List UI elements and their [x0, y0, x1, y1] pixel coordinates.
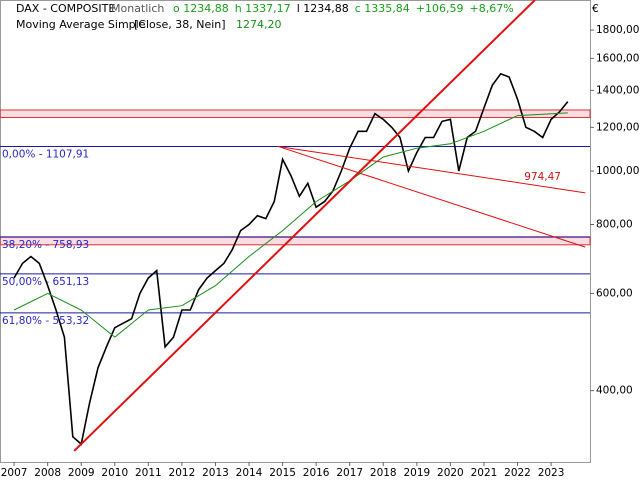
x-tick-label: 2019 [403, 467, 430, 479]
x-tick-label: 2017 [336, 467, 363, 479]
ohlc-value: l 1234,88 [297, 2, 349, 15]
x-tick-label: 2007 [1, 467, 28, 479]
zone-band [0, 109, 591, 119]
y-tick-label: 1600,00 [596, 52, 639, 64]
x-tick-label: 2012 [169, 467, 196, 479]
x-tick-label: 2015 [269, 467, 296, 479]
annotation-label: 974,47 [524, 171, 561, 183]
fib-label: 61,80% - 553,32 [2, 315, 89, 327]
x-tick-label: 2023 [538, 467, 565, 479]
trendline [278, 145, 586, 248]
y-tick-label: 1000,00 [596, 165, 639, 177]
y-tick-label: 600,00 [596, 287, 633, 299]
y-tick-label: 1400,00 [596, 84, 639, 96]
ohlc-value: +106,59 [416, 2, 464, 15]
period: Monatlich [111, 2, 164, 15]
fib-label: 0,00% - 1107,91 [2, 148, 89, 160]
ohlc-value: c 1335,84 [355, 2, 410, 15]
ohlc-value: +8,67% [470, 2, 514, 15]
x-tick-label: 2013 [202, 467, 229, 479]
x-tick-label: 2021 [471, 467, 498, 479]
price-line [13, 72, 569, 446]
x-tick-label: 2022 [504, 467, 531, 479]
indicator-label: Moving Average Simple [16, 18, 146, 31]
fib-label: 38,20% - 758,93 [2, 239, 89, 251]
indicator-value: 1274,20 [236, 18, 282, 31]
y-tick-label: 800,00 [596, 218, 633, 230]
x-tick-label: 2016 [303, 467, 330, 479]
x-tick-label: 2011 [135, 467, 162, 479]
x-tick-label: 2020 [437, 467, 464, 479]
y-tick-label: 400,00 [596, 385, 633, 397]
y-tick-label: 1800,00 [596, 24, 639, 36]
x-tick-label: 2009 [68, 467, 95, 479]
x-tick-label: 2018 [370, 467, 397, 479]
x-tick-label: 2008 [34, 467, 61, 479]
plot-frame [0, 0, 591, 463]
ohlc-value: o 1234,88 [173, 2, 229, 15]
trendline [278, 145, 586, 194]
header: DAX - COMPOSITE Monatlich Moving Average… [16, 2, 599, 31]
x-tick-label: 2014 [236, 467, 263, 479]
title: DAX - COMPOSITE [16, 2, 115, 15]
moving-average-line [13, 112, 568, 338]
x-tick-label: 2010 [101, 467, 128, 479]
indicator-params: [Close, 38, Nein] [134, 18, 226, 31]
ohlc-value: h 1337,17 [235, 2, 291, 15]
y-tick-label: 1200,00 [596, 121, 639, 133]
currency: € [592, 3, 599, 15]
trendline [73, 0, 536, 452]
